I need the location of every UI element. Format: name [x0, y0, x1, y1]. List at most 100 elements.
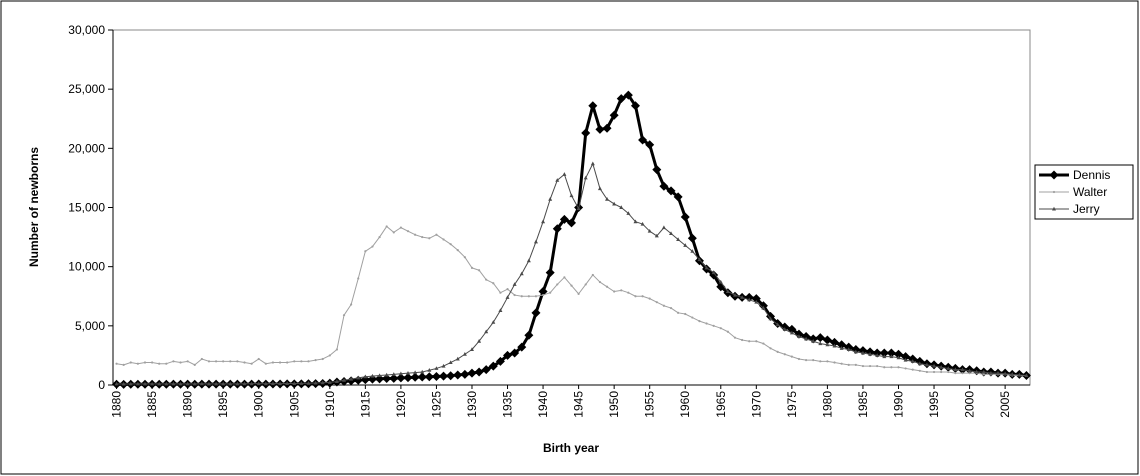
data-point	[249, 381, 254, 386]
data-point	[455, 356, 460, 361]
data-point	[356, 375, 361, 380]
data-point	[740, 295, 745, 299]
data-point	[669, 306, 673, 310]
data-point	[349, 376, 354, 381]
x-tick-label: 1955	[643, 391, 657, 418]
data-point	[150, 361, 154, 364]
data-point	[264, 362, 267, 365]
data-point	[193, 363, 196, 366]
data-point	[424, 372, 434, 382]
data-point	[893, 349, 903, 359]
data-point	[115, 362, 118, 365]
data-point	[797, 357, 801, 361]
data-point	[733, 336, 737, 339]
x-tick-label: 1920	[394, 391, 408, 418]
data-point	[136, 362, 139, 365]
x-axis-title: Birth year	[543, 441, 599, 455]
data-point	[847, 363, 850, 366]
data-point	[263, 381, 268, 386]
data-point	[171, 381, 176, 386]
data-point	[334, 379, 339, 383]
data-point	[142, 381, 147, 386]
data-point	[598, 280, 602, 284]
data-point	[1010, 372, 1015, 376]
data-point	[300, 360, 303, 363]
x-tick-label: 1905	[287, 391, 301, 418]
data-point	[819, 360, 822, 363]
data-point	[549, 291, 552, 294]
data-point	[886, 348, 896, 358]
data-point	[925, 370, 929, 374]
data-point	[854, 363, 857, 366]
data-point	[868, 364, 872, 368]
data-point	[711, 270, 716, 275]
data-point	[868, 352, 873, 356]
data-point	[697, 257, 702, 262]
data-point	[776, 350, 779, 353]
data-point	[954, 372, 957, 375]
data-point	[590, 161, 595, 166]
data-point	[186, 360, 189, 363]
data-point	[555, 178, 560, 182]
data-point	[897, 366, 900, 369]
data-point	[769, 347, 772, 350]
data-point	[135, 381, 140, 386]
data-point	[524, 330, 534, 340]
data-point	[431, 371, 441, 381]
data-point	[641, 295, 644, 298]
data-point	[903, 357, 908, 362]
data-point	[662, 304, 666, 307]
data-point	[581, 128, 591, 138]
data-point	[640, 221, 645, 226]
x-tick-label: 1990	[891, 391, 905, 418]
data-point	[719, 327, 722, 330]
data-point	[278, 361, 282, 364]
data-point	[384, 372, 389, 377]
data-point	[981, 369, 986, 374]
data-point	[256, 381, 261, 386]
data-point	[495, 356, 505, 366]
data-point	[597, 186, 602, 191]
data-point	[559, 214, 569, 224]
data-point	[638, 135, 648, 145]
data-point	[626, 211, 631, 215]
data-point	[588, 101, 598, 111]
data-point	[676, 237, 681, 241]
data-point	[513, 293, 516, 297]
data-point	[556, 283, 559, 286]
data-point	[399, 226, 402, 229]
y-tick-label: 20,000	[68, 141, 105, 155]
data-point	[591, 273, 594, 277]
data-point	[825, 342, 830, 347]
data-point	[619, 205, 624, 209]
data-point	[683, 243, 688, 247]
data-point	[968, 372, 971, 375]
data-point	[698, 320, 701, 323]
x-tick-label: 1975	[785, 391, 799, 418]
data-point	[666, 186, 676, 196]
y-tick-label: 5,000	[75, 319, 105, 333]
data-point	[342, 378, 347, 382]
data-point	[1003, 371, 1008, 376]
data-point	[228, 381, 233, 386]
data-point	[519, 271, 524, 276]
data-point	[953, 367, 958, 372]
data-point	[185, 381, 190, 386]
legend-marker	[1049, 170, 1059, 180]
data-point	[661, 225, 666, 230]
data-point	[506, 288, 509, 291]
data-point	[988, 370, 993, 375]
x-tick-label: 1940	[536, 391, 550, 418]
data-point	[236, 360, 239, 363]
data-point	[122, 363, 125, 366]
data-point	[517, 342, 527, 352]
data-point	[128, 381, 133, 386]
x-tick-label: 1885	[145, 391, 159, 418]
data-point	[648, 297, 651, 300]
data-point	[481, 365, 491, 375]
data-point	[222, 360, 225, 363]
y-tick-label: 10,000	[68, 260, 105, 274]
data-point	[157, 381, 162, 386]
x-tick-label: 1880	[110, 391, 124, 418]
data-point	[531, 308, 541, 318]
